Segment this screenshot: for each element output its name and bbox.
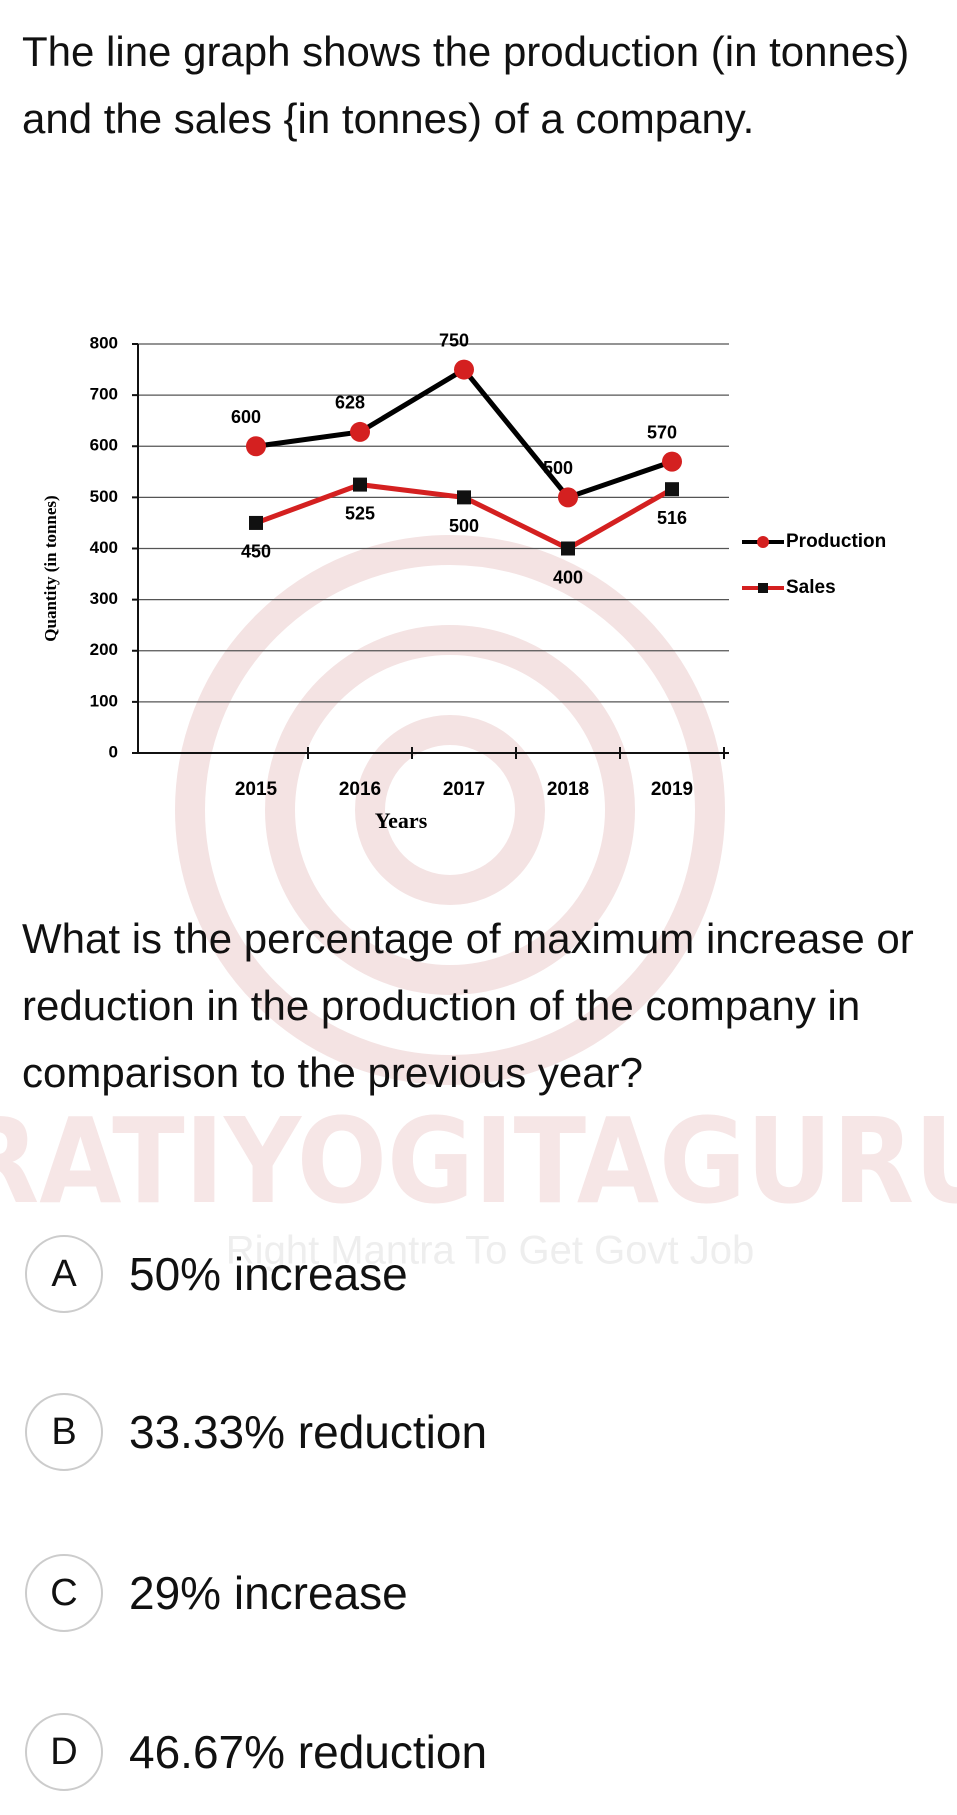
option[interactable]: D 46.67% reduction [25,1710,487,1794]
option-letter: C [25,1554,103,1632]
y-tick-label: 300 [90,589,118,608]
legend-label: Production [786,531,886,552]
y-tick-label: 0 [109,742,118,761]
chart: PRATIYOGITAGURU Right Mantra To Get Govt… [0,330,957,1273]
option[interactable]: C 29% increase [25,1551,408,1635]
legend-marker [758,583,768,593]
prompt: What is the percentage of maximum increa… [22,915,914,1096]
watermark-tagline: Right Mantra To Get Govt Job [226,1229,754,1273]
option-letter: B [25,1393,103,1471]
series-line [255,366,673,501]
data-label: 570 [647,422,677,442]
marker [249,515,263,530]
watermark-brand: PRATIYOGITAGURU [0,1092,957,1230]
marker [457,490,471,505]
marker [454,359,474,380]
y-tick-label: 100 [90,691,118,710]
marker [353,477,367,492]
marker [662,451,682,472]
marker [561,541,575,556]
data-label: 400 [553,567,583,587]
option[interactable]: B 33.33% reduction [25,1390,487,1474]
data-label: 500 [449,516,479,536]
y-tick-label: 400 [90,538,118,557]
data-label: 516 [657,508,687,528]
marker [350,421,370,442]
data-label: 500 [543,458,573,478]
option[interactable]: A 50% increase [25,1232,408,1316]
x-tick-label: 2017 [443,779,485,800]
legend-marker [757,536,769,548]
data-label: 628 [335,393,365,413]
x-tick-label: 2019 [651,779,693,800]
y-tick-label: 700 [90,385,118,404]
option-text: 46.67% reduction [129,1726,488,1778]
y-tick-label: 600 [90,436,118,455]
marker [665,482,679,497]
option-text: 33.33% reduction [129,1406,488,1458]
data-label: 525 [345,503,375,523]
legend-label: Sales [786,577,836,598]
option-text: 29% increase [129,1567,408,1619]
question: The line graph shows the production (in … [22,28,910,142]
marker [246,436,266,457]
data-label: 600 [231,407,261,427]
option-letter: D [25,1713,103,1791]
marker [558,487,578,508]
x-tick-label: 2018 [547,779,589,800]
option-text: 50% increase [129,1248,408,1300]
y-tick-label: 200 [90,640,118,659]
y-axis-label: Quantity (in tonnes) [41,495,60,641]
y-tick-label: 800 [90,333,118,352]
watermark-rings [175,535,725,1085]
option-letter: A [25,1235,103,1313]
data-label: 750 [439,330,469,350]
x-tick-label: 2016 [339,779,381,800]
x-tick-label: 2015 [235,779,278,800]
data-label: 450 [241,542,271,562]
x-axis-label: Years [375,808,428,833]
y-tick-label: 500 [90,487,118,506]
